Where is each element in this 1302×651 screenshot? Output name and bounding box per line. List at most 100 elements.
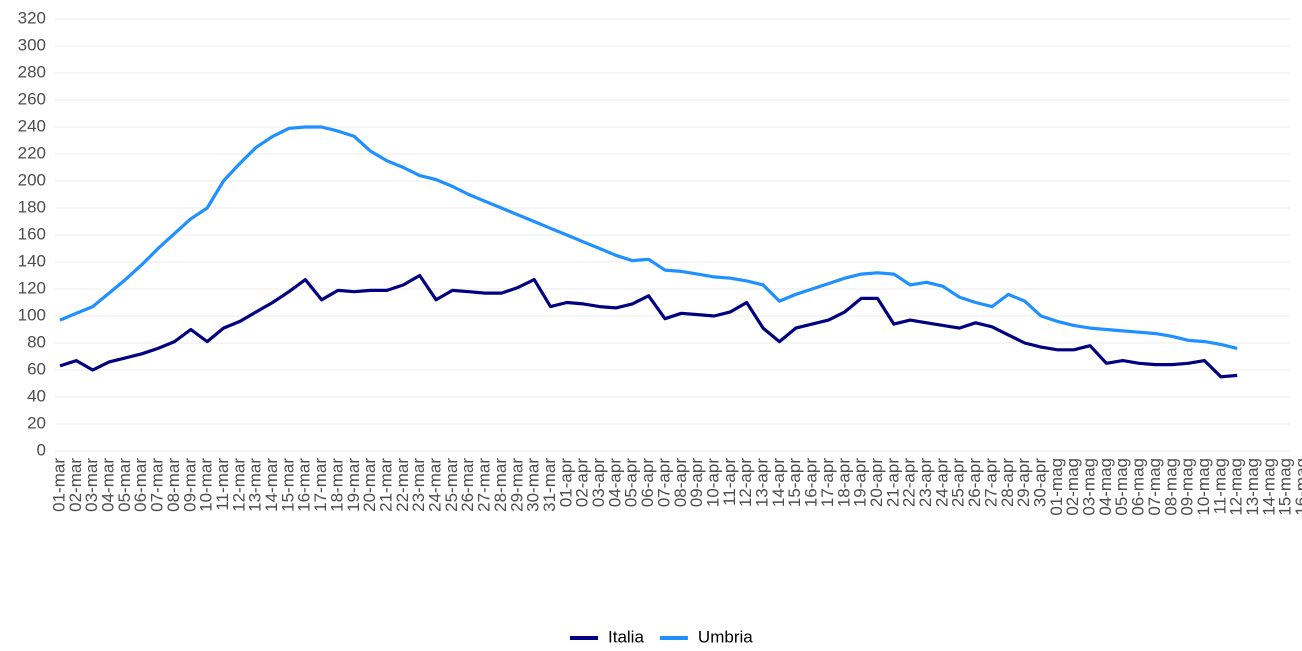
y-tick-label: 220 [18, 143, 46, 162]
x-tick-label: 18-mar [327, 458, 346, 512]
x-tick-label: 03-apr [589, 458, 608, 507]
x-tick-label: 07-mag [1145, 458, 1164, 516]
y-tick-label: 20 [27, 413, 46, 432]
x-tick-label: 14-apr [769, 458, 788, 507]
x-tick-label: 04-mag [1096, 458, 1115, 516]
x-tick-label: 12-apr [736, 458, 755, 507]
x-tick-label: 08-mar [164, 458, 183, 512]
x-tick-label: 27-mar [475, 458, 494, 512]
x-tick-label: 11-apr [720, 458, 739, 506]
x-tick-label: 02-mag [1063, 458, 1082, 516]
legend-label: Italia [608, 627, 644, 646]
legend-label: Umbria [698, 627, 753, 646]
x-tick-label: 20-apr [867, 458, 886, 507]
x-tick-label: 14-mar [262, 458, 281, 512]
y-tick-label: 0 [37, 440, 46, 459]
x-tick-label: 04-apr [605, 458, 624, 507]
x-tick-label: 16-mag [1292, 458, 1302, 516]
series-line [59, 125, 1238, 350]
x-tick-label: 11-mar [213, 458, 232, 511]
x-tick-label: 22-apr [900, 458, 919, 507]
x-tick-label: 05-mar [115, 458, 134, 512]
x-tick-label: 08-mag [1161, 458, 1180, 516]
x-tick-label: 22-mar [393, 458, 412, 512]
x-tick-label: 10-mar [197, 458, 216, 512]
x-tick-label: 19-mar [344, 458, 363, 512]
y-tick-label: 280 [18, 62, 46, 81]
y-tick-label: 200 [18, 170, 46, 189]
x-tick-label: 11-mag [1210, 458, 1229, 514]
x-tick-label: 31-mar [540, 458, 559, 512]
x-tick-label: 01-mag [1047, 458, 1066, 516]
x-tick-label: 14-mag [1259, 458, 1278, 516]
x-tick-label: 27-apr [981, 458, 1000, 507]
x-tick-label: 24-apr [932, 458, 951, 507]
x-tick-label: 20-mar [360, 458, 379, 512]
y-tick-label: 320 [18, 8, 46, 27]
x-tick-label: 17-mar [311, 458, 330, 512]
x-tick-label: 01-apr [556, 458, 575, 507]
x-tick-label: 03-mar [82, 458, 101, 512]
x-tick-label: 06-mag [1129, 458, 1148, 516]
y-tick-label: 300 [18, 35, 46, 54]
y-tick-label: 100 [18, 305, 46, 324]
legend-item: Umbria [659, 627, 753, 646]
y-tick-label: 260 [18, 89, 46, 108]
x-tick-label: 30-apr [1030, 458, 1049, 507]
x-tick-label: 26-mar [458, 458, 477, 512]
y-tick-label: 140 [18, 251, 46, 270]
x-tick-label: 07-apr [654, 458, 673, 507]
y-tick-label: 60 [27, 359, 46, 378]
x-tick-label: 03-mag [1080, 458, 1099, 516]
y-tick-label: 40 [27, 386, 46, 405]
x-tick-label: 29-mar [507, 458, 526, 512]
x-tick-label: 18-apr [834, 458, 853, 507]
y-tick-label: 120 [18, 278, 46, 297]
x-tick-label: 10-apr [703, 458, 722, 507]
x-tick-label: 15-apr [785, 458, 804, 507]
x-tick-label: 09-mag [1178, 458, 1197, 516]
x-tick-label: 07-mar [148, 458, 167, 512]
x-tick-label: 25-mar [442, 458, 461, 512]
x-tick-label: 26-apr [965, 458, 984, 507]
x-tick-label: 21-mar [376, 458, 395, 512]
x-tick-label: 13-apr [753, 458, 772, 507]
x-tick-label: 09-mar [180, 458, 199, 512]
x-tick-label: 30-mar [524, 458, 543, 512]
x-tick-label: 15-mar [278, 458, 297, 512]
x-tick-label: 13-mag [1243, 458, 1262, 516]
x-tick-label: 09-apr [687, 458, 706, 507]
x-tick-label: 05-mag [1112, 458, 1131, 516]
x-tick-label: 04-mar [99, 458, 118, 512]
x-tick-label: 28-apr [998, 458, 1017, 507]
y-tick-label: 80 [27, 332, 46, 351]
x-tick-label: 05-apr [622, 458, 641, 507]
x-tick-label: 19-apr [851, 458, 870, 507]
x-tick-label: 02-apr [573, 458, 592, 507]
x-tick-label: 15-mag [1276, 458, 1295, 516]
x-tick-label: 16-mar [295, 458, 314, 512]
x-tick-label: 13-mar [246, 458, 265, 512]
x-tick-label: 08-apr [671, 458, 690, 507]
x-tick-label: 29-apr [1014, 458, 1033, 507]
y-tick-label: 180 [18, 197, 46, 216]
x-tick-label: 01-mar [49, 458, 68, 512]
x-tick-label: 16-apr [802, 458, 821, 507]
x-tick-label: 02-mar [66, 458, 85, 512]
x-tick-label: 23-apr [916, 458, 935, 507]
x-tick-label: 23-mar [409, 458, 428, 512]
x-tick-label: 25-apr [949, 458, 968, 507]
y-tick-label: 240 [18, 116, 46, 135]
x-tick-label: 21-apr [883, 458, 902, 507]
x-tick-label: 28-mar [491, 458, 510, 512]
x-tick-label: 12-mag [1227, 458, 1246, 516]
legend-item: Italia [570, 627, 644, 646]
x-tick-label: 17-apr [818, 458, 837, 507]
x-tick-label: 24-mar [426, 458, 445, 512]
x-tick-label: 10-mag [1194, 458, 1213, 516]
series-line [59, 273, 1238, 379]
x-tick-label: 12-mar [229, 458, 248, 512]
y-tick-label: 160 [18, 224, 46, 243]
x-tick-label: 06-apr [638, 458, 657, 507]
